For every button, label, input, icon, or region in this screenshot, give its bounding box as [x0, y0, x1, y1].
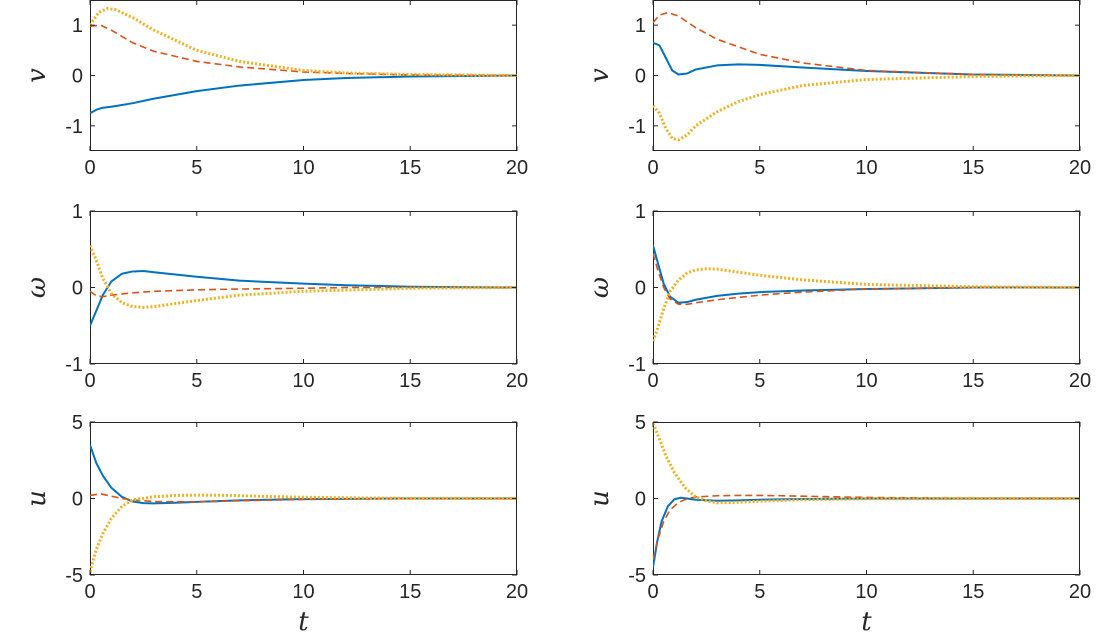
y-axis-label: v: [585, 68, 615, 83]
series-line-1: [653, 496, 1080, 568]
series-line-1: [90, 270, 517, 327]
x-tick-label: 15: [399, 581, 421, 603]
x-tick-label: 10: [855, 581, 877, 603]
series-line-2: [653, 11, 1080, 77]
x-tick-label: 0: [647, 370, 658, 392]
y-tick-label: -5: [628, 565, 646, 587]
y-tick-label: 0: [72, 489, 83, 511]
y-tick-label: -5: [65, 565, 83, 587]
x-tick-label: 15: [399, 157, 421, 179]
series-line-3: [653, 74, 1080, 142]
y-tick-label: 0: [72, 66, 83, 88]
x-tick-label: 0: [647, 157, 658, 179]
y-tick-label: 0: [635, 66, 646, 88]
x-tick-label: 0: [84, 157, 95, 179]
x-tick-label: 20: [1069, 157, 1091, 179]
x-tick-label: 10: [292, 581, 314, 603]
x-tick-label: 0: [84, 370, 95, 392]
x-tick-label: 15: [962, 370, 984, 392]
y-tick-label: 0: [635, 489, 646, 511]
series-line-3: [653, 267, 1080, 342]
y-axis-label: u: [585, 490, 615, 507]
x-tick-label: 0: [647, 581, 658, 603]
x-tick-label: 0: [84, 581, 95, 603]
x-tick-label: 10: [292, 157, 314, 179]
series-line-2: [653, 494, 1080, 560]
x-tick-label: 5: [191, 157, 202, 179]
series-line-2: [90, 286, 517, 298]
x-tick-label: 15: [962, 581, 984, 603]
x-tick-label: 20: [1069, 370, 1091, 392]
y-tick-label: 1: [72, 15, 83, 37]
x-axis-label: t: [298, 607, 309, 637]
series-line-2: [90, 24, 517, 77]
y-tick-label: 5: [635, 412, 646, 434]
y-tick-label: 0: [635, 278, 646, 300]
y-axis-label: ω: [585, 277, 615, 298]
x-tick-label: 5: [754, 157, 765, 179]
x-tick-label: 10: [855, 370, 877, 392]
y-tick-label: -1: [65, 116, 83, 138]
y-tick-label: 1: [635, 201, 646, 223]
x-axis-label: t: [861, 607, 872, 637]
x-tick-label: 5: [191, 370, 202, 392]
x-tick-label: 5: [754, 581, 765, 603]
y-tick-label: 1: [635, 15, 646, 37]
x-tick-label: 5: [191, 581, 202, 603]
series-line-3: [653, 422, 1080, 505]
y-tick-label: -1: [628, 116, 646, 138]
x-tick-label: 10: [855, 157, 877, 179]
y-tick-label: 5: [72, 412, 83, 434]
y-tick-label: 1: [72, 201, 83, 223]
y-axis-label: u: [22, 490, 52, 507]
series-line-2: [653, 252, 1080, 306]
x-tick-label: 20: [506, 370, 528, 392]
y-axis-label: v: [22, 68, 52, 83]
series-line-3: [90, 7, 517, 77]
y-tick-label: -1: [65, 354, 83, 376]
x-tick-label: 20: [1069, 581, 1091, 603]
x-tick-label: 15: [962, 157, 984, 179]
x-tick-label: 20: [506, 157, 528, 179]
y-tick-label: -1: [628, 354, 646, 376]
x-tick-label: 5: [754, 370, 765, 392]
x-tick-label: 20: [506, 581, 528, 603]
x-tick-label: 15: [399, 370, 421, 392]
x-tick-label: 10: [292, 370, 314, 392]
series-line-1: [653, 41, 1080, 77]
y-axis-label: ω: [22, 277, 52, 298]
y-tick-label: 0: [72, 278, 83, 300]
series-line-1: [90, 74, 517, 115]
